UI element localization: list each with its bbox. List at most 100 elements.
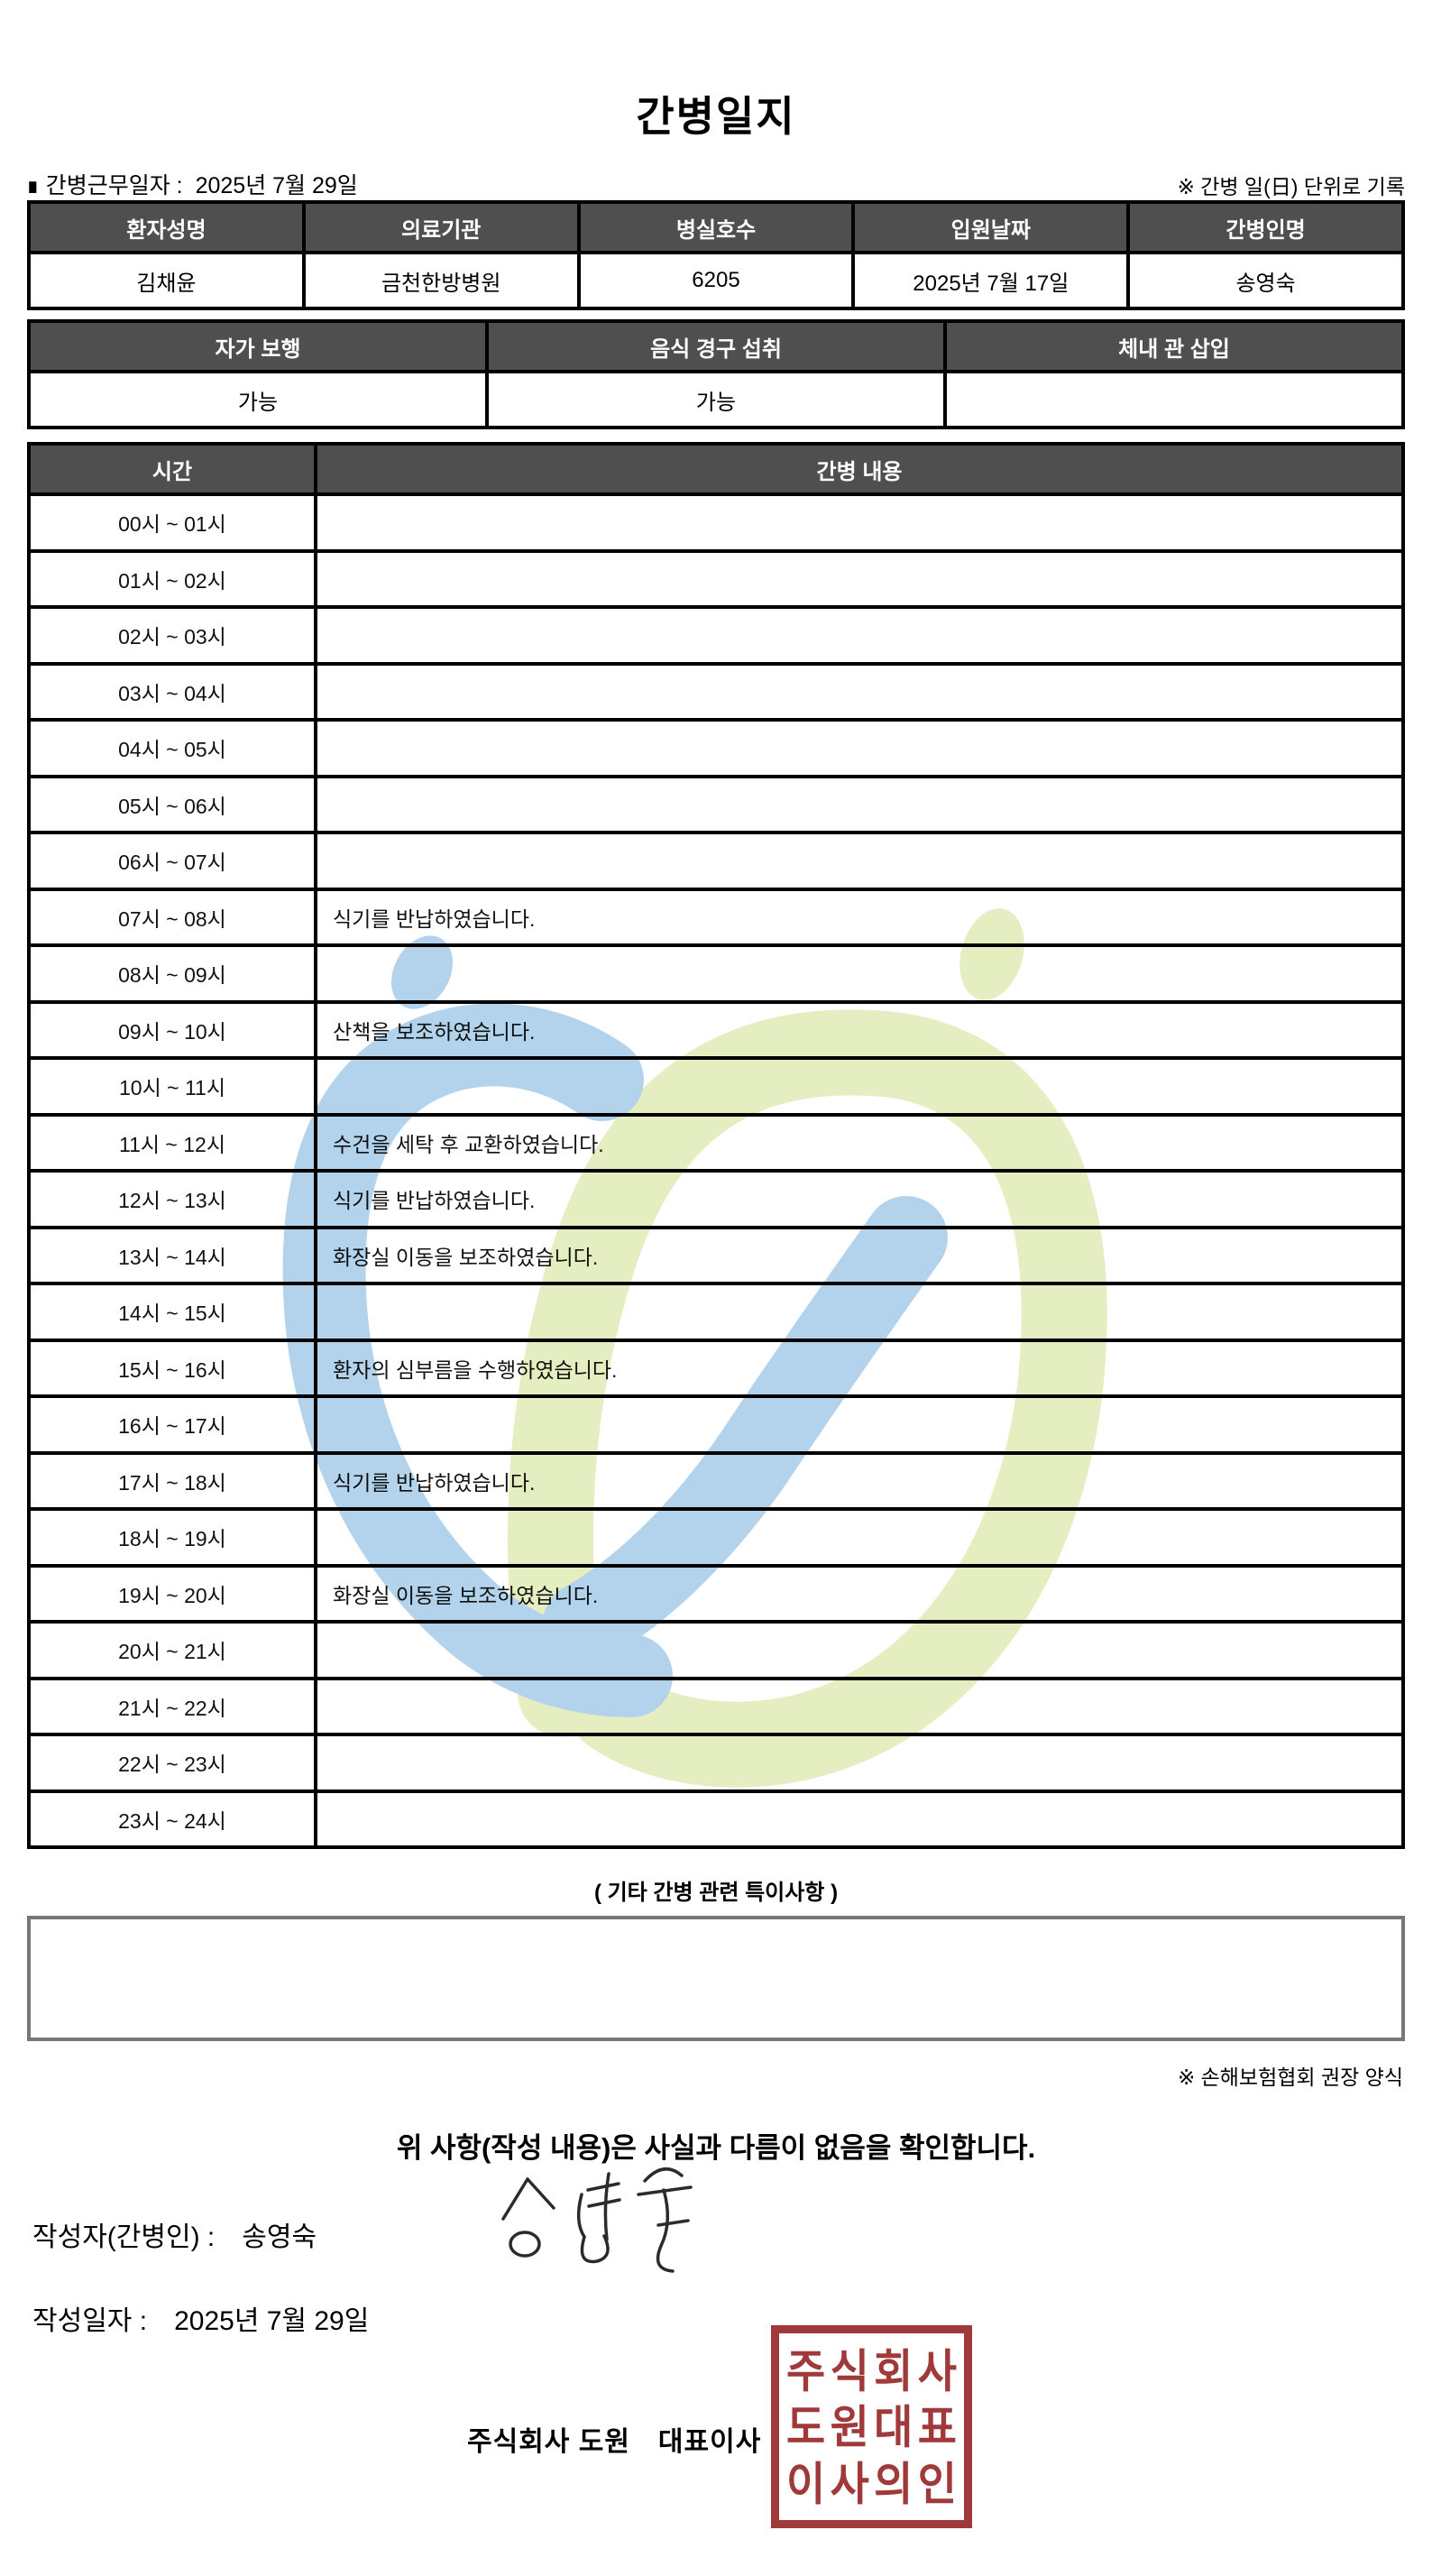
care-content-cell: 환자의 심부름을 수행하였습니다. <box>314 1338 1405 1398</box>
care-log-row: 05시 ~ 06시 <box>27 774 1405 834</box>
care-content-cell: 산책을 보조하였습니다. <box>314 999 1405 1060</box>
care-log-row: 10시 ~ 11시 <box>27 1056 1405 1117</box>
time-slot-cell: 17시 ~ 18시 <box>27 1450 317 1511</box>
unit-note: ※ 간병 일(日) 단위로 기록 <box>1177 175 1405 198</box>
meta-row: ■ 간병근무일자 : 2025년 7월 29일 ※ 간병 일(日) 단위로 기록 <box>27 168 1405 200</box>
form-note: ※ 손해보험협회 권장 양식 <box>1177 2065 1403 2089</box>
column-header: 음식 경구 섭취 <box>485 319 947 373</box>
care-content-cell: 식기를 반납하였습니다. <box>314 1169 1405 1229</box>
time-slot-cell: 15시 ~ 16시 <box>27 1338 317 1398</box>
care-log-row: 22시 ~ 23시 <box>27 1733 1405 1793</box>
care-log-row: 20시 ~ 21시 <box>27 1620 1405 1680</box>
date-label: 작성일자 : <box>32 2306 148 2336</box>
care-log-row: 23시 ~ 24시 <box>27 1789 1405 1849</box>
care-content-cell <box>314 1620 1405 1680</box>
care-log-row: 06시 ~ 07시 <box>27 831 1405 891</box>
care-log-row: 07시 ~ 08시 식기를 반납하였습니다. <box>27 887 1405 947</box>
care-log-row: 19시 ~ 20시 화장실 이동을 보조하였습니다. <box>27 1563 1405 1624</box>
work-date-label: 간병근무일자 : <box>45 173 183 198</box>
patient-info-table: 환자성명 의료기관 병실호수 입원날짜 간병인명 김채윤 금천한방병원 6205 2025년 7… <box>27 200 1405 310</box>
notes-box <box>27 1916 1405 2041</box>
column-header: 간병인명 <box>1126 200 1405 254</box>
care-content-cell <box>314 1789 1405 1849</box>
care-log-row: 14시 ~ 15시 <box>27 1282 1405 1342</box>
time-slot-cell: 01시 ~ 02시 <box>27 548 317 609</box>
confirmation-text: 위 사항(작성 내용)은 사실과 다름이 없음을 확인합니다. <box>396 2132 1036 2164</box>
care-content-cell <box>314 605 1405 666</box>
care-content-cell <box>314 831 1405 891</box>
time-slot-cell: 13시 ~ 14시 <box>27 1225 317 1285</box>
care-content-cell <box>314 661 1405 722</box>
care-content-cell <box>314 1676 1405 1736</box>
time-slot-cell: 21시 ~ 22시 <box>27 1676 317 1736</box>
value-cell <box>943 370 1405 429</box>
time-slot-cell: 16시 ~ 17시 <box>27 1394 317 1455</box>
care-log-row: 18시 ~ 19시 <box>27 1507 1405 1568</box>
care-content-cell: 수건을 세탁 후 교환하였습니다. <box>314 1112 1405 1173</box>
column-header: 의료기관 <box>301 200 581 254</box>
value-cell: 김채윤 <box>27 251 306 310</box>
care-log-row: 21시 ~ 22시 <box>27 1676 1405 1736</box>
time-column-header: 시간 <box>27 442 317 496</box>
column-header: 체내 관 삽입 <box>943 319 1405 373</box>
care-content-cell <box>314 774 1405 834</box>
time-slot-cell: 08시 ~ 09시 <box>27 943 317 1004</box>
care-log-row: 17시 ~ 18시 식기를 반납하였습니다. <box>27 1450 1405 1511</box>
time-slot-cell: 04시 ~ 05시 <box>27 718 317 778</box>
care-content-cell <box>314 1394 1405 1455</box>
company-line: 주식회사 도원 대표이사 <box>467 2427 762 2457</box>
value-cell: 금천한방병원 <box>301 251 581 310</box>
time-slot-cell: 07시 ~ 08시 <box>27 887 317 947</box>
care-work-date: ■ 간병근무일자 : 2025년 7월 29일 <box>27 168 358 200</box>
care-content-cell <box>314 943 1405 1004</box>
column-header: 병실호수 <box>576 200 856 254</box>
care-content-cell <box>314 1282 1405 1342</box>
work-date-value: 2025년 7월 29일 <box>195 173 358 198</box>
value-cell: 가능 <box>485 370 947 429</box>
handwritten-signature <box>501 2167 693 2273</box>
care-content-cell <box>314 492 1405 553</box>
care-log-row: 11시 ~ 12시 수건을 세탁 후 교환하였습니다. <box>27 1112 1405 1173</box>
care-content-cell: 화장실 이동을 보조하였습니다. <box>314 1225 1405 1285</box>
time-slot-cell: 06시 ~ 07시 <box>27 831 317 891</box>
value-cell: 6205 <box>576 251 856 310</box>
value-cell: 가능 <box>27 370 489 429</box>
time-slot-cell: 18시 ~ 19시 <box>27 1507 317 1568</box>
time-slot-cell: 11시 ~ 12시 <box>27 1112 317 1173</box>
care-log-row: 01시 ~ 02시 <box>27 548 1405 609</box>
date-row: 작성일자 : 2025년 7월 29일 <box>32 2298 369 2338</box>
care-content-cell: 식기를 반납하였습니다. <box>314 1450 1405 1511</box>
care-content-cell <box>314 548 1405 609</box>
care-log-row: 04시 ~ 05시 <box>27 718 1405 778</box>
care-log-row: 16시 ~ 17시 <box>27 1394 1405 1455</box>
care-content-cell <box>314 1056 1405 1117</box>
care-log-table: 시간 간병 내용 00시 ~ 01시 01시 ~ 02시 02시 ~ 03시 03시 ~ … <box>27 442 1405 1849</box>
time-slot-cell: 03시 ~ 04시 <box>27 661 317 722</box>
time-slot-cell: 02시 ~ 03시 <box>27 605 317 666</box>
time-slot-cell: 10시 ~ 11시 <box>27 1056 317 1117</box>
time-slot-cell: 19시 ~ 20시 <box>27 1563 317 1624</box>
care-log-row: 12시 ~ 13시 식기를 반납하였습니다. <box>27 1169 1405 1229</box>
time-slot-cell: 14시 ~ 15시 <box>27 1282 317 1342</box>
care-log-row: 15시 ~ 16시 환자의 심부름을 수행하였습니다. <box>27 1338 1405 1398</box>
care-log-row: 02시 ~ 03시 <box>27 605 1405 666</box>
care-log-row: 09시 ~ 10시 산책을 보조하였습니다. <box>27 999 1405 1060</box>
time-slot-cell: 00시 ~ 01시 <box>27 492 317 553</box>
time-slot-cell: 12시 ~ 13시 <box>27 1169 317 1229</box>
value-cell: 송영숙 <box>1126 251 1405 310</box>
care-content-cell <box>314 718 1405 778</box>
writer-row: 작성자(간병인) : 송영숙 <box>32 2214 317 2254</box>
time-slot-cell: 20시 ~ 21시 <box>27 1620 317 1680</box>
square-bullet-icon: ■ <box>28 174 38 200</box>
date-value: 2025년 7월 29일 <box>174 2306 370 2336</box>
time-slot-cell: 23시 ~ 24시 <box>27 1789 317 1849</box>
column-header: 자가 보행 <box>27 319 489 373</box>
care-log-row: 00시 ~ 01시 <box>27 492 1405 553</box>
patient-status-table: 자가 보행 음식 경구 섭취 체내 관 삽입 가능 가능 <box>27 319 1405 429</box>
value-cell: 2025년 7월 17일 <box>851 251 1131 310</box>
column-header: 입원날짜 <box>851 200 1131 254</box>
